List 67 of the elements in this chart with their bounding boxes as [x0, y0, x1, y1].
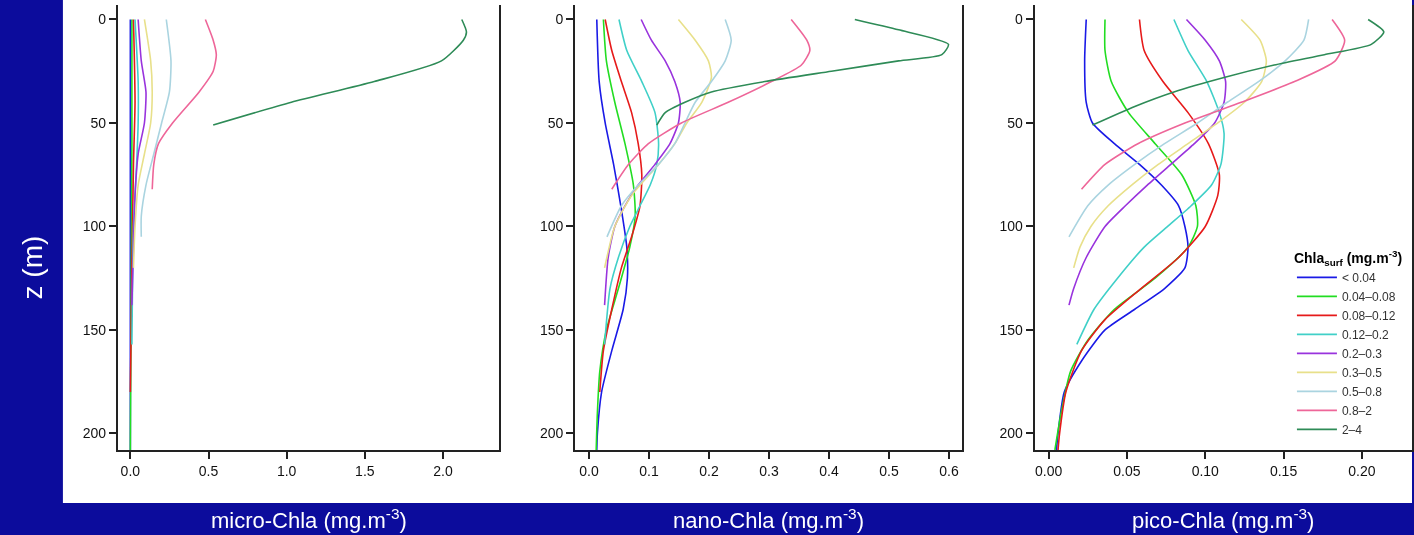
line-series — [603, 18, 713, 269]
x-tick-label: 0.4 — [819, 462, 839, 479]
line-series — [212, 18, 468, 126]
line-series — [132, 18, 154, 269]
line-series — [603, 18, 682, 306]
x-axis-title: nano-Chla (mg.m$^{-3}$) — [673, 505, 864, 534]
x-tick-label: 0.1 — [639, 462, 659, 479]
line-series — [131, 18, 147, 306]
x-tick-label: 0.00 — [1035, 462, 1063, 479]
legend-label: 0.3–0.5 — [1341, 366, 1383, 381]
line-series — [610, 18, 811, 191]
line-series — [1076, 18, 1225, 346]
x-tick-label: 0.15 — [1269, 462, 1298, 479]
x-tick-label: 0.05 — [1113, 462, 1141, 479]
legend-label: 0.8–2 — [1341, 404, 1373, 419]
y-tick-label: 50 — [547, 114, 564, 131]
x-tick-label: 0.5 — [879, 462, 899, 479]
line-series — [595, 18, 637, 450]
legend-label: 0.2–0.3 — [1341, 347, 1383, 362]
y-tick-label: 100 — [82, 218, 107, 235]
x-tick-label: 0.0 — [120, 462, 141, 479]
y-tick-label: 200 — [999, 425, 1023, 442]
x-axis-title: micro-Chla (mg.m$^{-3}$) — [211, 505, 407, 534]
x-axis-title: pico-Chla (mg.m$^{-3}$) — [1132, 505, 1315, 534]
y-tick-label: 0 — [98, 11, 107, 28]
line-series — [1091, 18, 1385, 126]
y-tick-label: 150 — [999, 321, 1023, 338]
line-series — [140, 18, 172, 238]
x-tick-label: 0.2 — [699, 462, 719, 479]
x-tick-label: 0.20 — [1348, 462, 1376, 479]
line-series — [1072, 18, 1268, 269]
y-tick-label: 100 — [540, 218, 564, 235]
legend-label: 0.12–0.2 — [1341, 328, 1389, 343]
line-series — [1068, 18, 1227, 306]
line-series — [598, 18, 643, 393]
y-tick-label: 150 — [82, 321, 107, 338]
x-tick-label: 1.0 — [276, 462, 297, 479]
y-axis-title: z (m) — [17, 235, 49, 300]
x-tick-label: 0.0 — [579, 462, 599, 479]
x-tick-label: 0.3 — [759, 462, 779, 479]
x-tick-label: 0.10 — [1191, 462, 1220, 479]
line-series — [656, 18, 950, 126]
y-tick-label: 0 — [1014, 11, 1023, 28]
y-tick-label: 200 — [82, 425, 107, 442]
line-series — [603, 18, 660, 346]
y-tick-label: 100 — [999, 218, 1023, 235]
line-series — [595, 18, 629, 450]
x-tick-label: 2.0 — [433, 462, 453, 479]
x-tick-label: 1.5 — [355, 462, 375, 479]
legend-label: 2–4 — [1341, 423, 1363, 438]
y-tick-label: 150 — [540, 321, 564, 338]
legend-title: Chla$_{surf}$ (mg.m$^{-3}$) — [1293, 247, 1403, 268]
line-series — [1080, 18, 1346, 191]
legend-label: 0.04–0.08 — [1341, 290, 1396, 305]
y-tick-label: 0 — [555, 11, 564, 28]
legend-label: < 0.04 — [1341, 271, 1376, 286]
line-series — [129, 18, 136, 393]
x-tick-label: 0.5 — [198, 462, 219, 479]
x-tick-label: 0.6 — [939, 462, 959, 479]
y-tick-label: 50 — [1007, 114, 1023, 131]
legend-label: 0.5–0.8 — [1341, 385, 1383, 400]
y-tick-label: 50 — [90, 114, 107, 131]
line-series — [1068, 18, 1310, 238]
line-series — [151, 18, 218, 191]
legend-label: 0.08–0.12 — [1341, 309, 1396, 324]
y-tick-label: 200 — [540, 425, 564, 442]
line-series — [606, 18, 733, 238]
